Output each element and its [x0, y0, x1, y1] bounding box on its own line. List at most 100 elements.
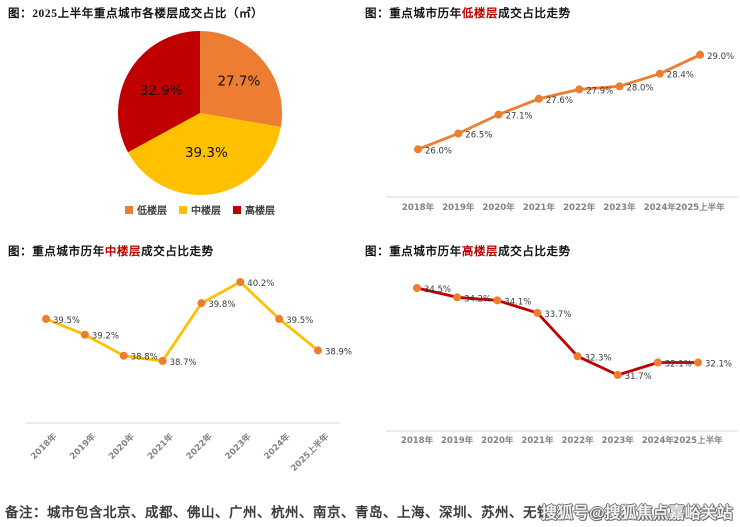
high-floor-title-prefix: 图：重点城市历年 [365, 246, 462, 258]
low-floor-title-highlight: 低楼层 [461, 8, 499, 20]
low-floor-title-prefix: 图：重点城市历年 [365, 8, 462, 20]
legend-swatch-mid-floor [179, 205, 187, 214]
x-axis-tick-label: 2019年 [67, 431, 98, 462]
mid-floor-chart-title: 图：重点城市历年中楼层成交占比走势 [8, 243, 214, 259]
data-point-label: 32.1% [705, 360, 732, 370]
data-point-label: 40.2% [247, 279, 274, 289]
x-axis-tick-label: 2023年 [223, 431, 254, 462]
data-point-marker [119, 351, 128, 360]
data-point-marker [158, 357, 167, 365]
legend-label-high-floor: 高楼层 [245, 206, 275, 217]
data-point-marker [414, 145, 422, 154]
data-point-label: 27.9% [586, 86, 613, 96]
x-axis-tick-label: 2023年 [603, 202, 636, 213]
data-point-label: 39.8% [208, 300, 235, 310]
data-point-label: 39.5% [53, 316, 80, 326]
low-floor-chart-title: 图：重点城市历年低楼层成交占比走势 [365, 5, 571, 21]
data-point-label: 39.2% [92, 332, 119, 342]
data-point-label: 26.5% [465, 131, 492, 141]
legend-item-low-floor: 低楼层 [125, 202, 167, 217]
legend-item-high-floor: 高楼层 [233, 202, 275, 217]
x-axis-tick-label: 2025上半年 [673, 435, 723, 446]
data-point-label: 32.1% [665, 360, 692, 370]
legend-swatch-high-floor [233, 205, 241, 214]
x-axis-tick-label: 2024年 [642, 435, 675, 446]
data-point-label: 28.4% [667, 71, 694, 81]
pie-slice-高楼层 [118, 31, 200, 153]
x-axis-tick-label: 2020年 [481, 435, 514, 446]
x-axis-tick-label: 2021年 [521, 435, 554, 446]
low-floor-line-chart: 26.0% 2018年 26.5% 2019年 27.1% 2020年 27.6% 2021年… [386, 50, 738, 213]
data-point-marker [615, 82, 624, 91]
high-floor-line-chart: 34.5% 2018年 34.2% 2019年 34.1% 2020年 33.7% 2021年… [386, 284, 738, 446]
pie-title-text: 2025上半年重点城市各楼层成交占比（㎡） [32, 8, 264, 20]
x-axis-tick-label: 2022年 [563, 202, 596, 213]
x-axis-tick-label: 2024年 [262, 431, 293, 462]
data-point-label: 34.2% [464, 294, 491, 304]
trend-line [416, 53, 702, 151]
x-axis-tick-label: 2018年 [401, 435, 434, 446]
data-point-label: 34.1% [504, 297, 531, 307]
mid-floor-title-prefix: 图：重点城市历年 [8, 246, 105, 258]
x-axis-tick-label: 2018年 [402, 202, 435, 213]
data-point-marker [696, 50, 705, 59]
data-point-marker [575, 85, 584, 94]
pie-title-prefix: 图： [8, 8, 33, 20]
data-point-label: 27.1% [506, 112, 533, 122]
pie-chart-title: 图：2025上半年重点城市各楼层成交占比（㎡） [8, 5, 263, 21]
data-point-marker [493, 296, 502, 305]
legend-label-mid-floor: 中楼层 [191, 206, 221, 217]
x-axis-tick-label: 2022年 [184, 431, 215, 462]
high-floor-chart-title: 图：重点城市历年高楼层成交占比走势 [365, 243, 571, 259]
pie-slice-label: 39.3% [185, 145, 228, 161]
data-point-label: 28.0% [627, 83, 654, 93]
data-point-label: 34.5% [424, 285, 451, 295]
data-point-marker [454, 129, 463, 138]
data-point-marker [275, 314, 284, 323]
data-point-marker [534, 94, 543, 103]
high-floor-title-suffix: 成交占比走势 [498, 246, 571, 258]
x-axis-tick-label: 2021年 [523, 202, 556, 213]
data-point-label: 38.8% [131, 353, 158, 363]
data-point-label: 38.9% [325, 347, 352, 357]
x-axis-tick-label: 2019年 [441, 435, 474, 446]
data-point-marker [42, 314, 50, 323]
legend-swatch-low-floor [125, 205, 133, 214]
pie-legend: 低楼层 中楼层 高楼层 [20, 202, 380, 217]
data-point-marker [494, 110, 503, 119]
pie-slice-label: 32.9% [140, 83, 183, 99]
data-point-marker [613, 371, 622, 379]
x-axis-tick-label: 2023年 [602, 435, 635, 446]
trend-line [415, 286, 700, 377]
data-point-label: 26.0% [425, 146, 452, 156]
data-point-marker [573, 352, 582, 361]
data-point-label: 33.7% [544, 310, 571, 320]
data-point-marker [694, 358, 702, 367]
data-point-marker [197, 299, 206, 308]
x-axis-tick-label: 2024年 [644, 202, 677, 213]
x-axis-tick-label: 2021年 [145, 431, 176, 462]
x-axis-tick-label: 2019年 [442, 202, 475, 213]
x-axis-tick-label: 2018年 [29, 431, 60, 462]
legend-label-low-floor: 低楼层 [137, 206, 167, 217]
data-point-marker [314, 346, 322, 355]
footnote: 备注：城市包含北京、成都、佛山、广州、杭州、南京、青岛、上海、深圳、苏州、无锡 [5, 505, 551, 520]
data-point-marker [453, 293, 462, 302]
pie-slice-中楼层 [127, 113, 281, 195]
data-point-label: 31.7% [625, 372, 652, 382]
data-point-marker [533, 308, 542, 317]
data-point-marker [413, 284, 421, 292]
watermark: 搜狐号@搜狐焦点嘉峪关站 [541, 505, 733, 522]
x-axis-tick-label: 2025上半年 [676, 202, 726, 213]
data-point-label: 39.5% [286, 316, 313, 326]
pie-chart: 27.7% 39.3% 32.9% [118, 30, 283, 195]
legend-item-mid-floor: 中楼层 [179, 202, 221, 217]
high-floor-title-highlight: 高楼层 [461, 246, 499, 258]
mid-floor-title-highlight: 中楼层 [104, 246, 142, 258]
data-point-label: 38.7% [170, 358, 197, 368]
data-point-marker [653, 358, 662, 367]
trend-line [44, 280, 320, 363]
data-point-marker [80, 330, 89, 339]
pie-slice-低楼层 [200, 30, 283, 127]
